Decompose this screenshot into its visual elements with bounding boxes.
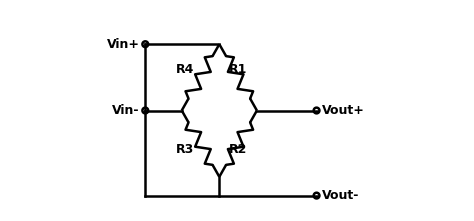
Text: R1: R1 — [229, 63, 247, 76]
Text: Vin-: Vin- — [112, 104, 140, 117]
Text: R4: R4 — [176, 63, 194, 76]
Text: R2: R2 — [229, 143, 247, 156]
Text: Vout-: Vout- — [322, 189, 359, 202]
Text: Vout+: Vout+ — [322, 104, 365, 117]
Text: R3: R3 — [176, 143, 194, 156]
Text: Vin+: Vin+ — [107, 38, 140, 51]
